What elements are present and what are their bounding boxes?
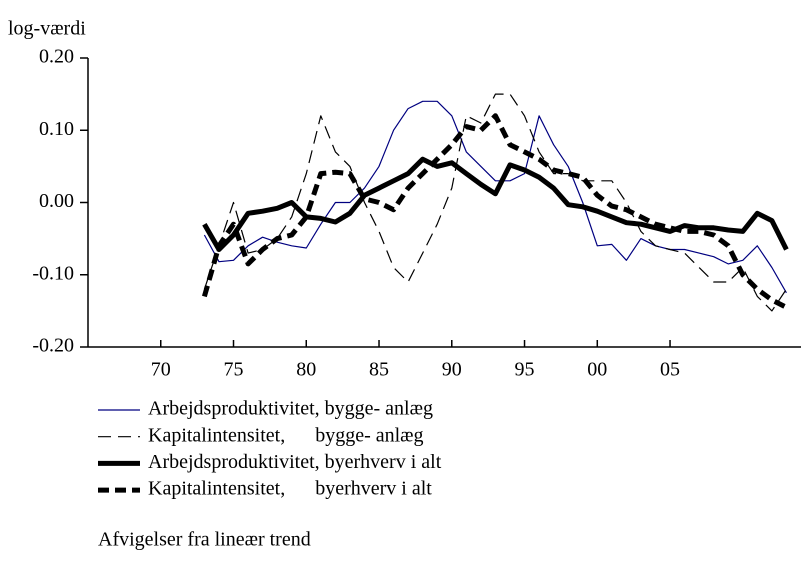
legend-label: Kapitalintensitet, byerhverv i alt xyxy=(148,478,432,500)
x-tick-label: 75 xyxy=(224,359,244,381)
series-line xyxy=(203,93,787,312)
y-tick-label: 0.20 xyxy=(39,46,74,68)
y-tick-label: 0.00 xyxy=(39,190,74,212)
x-tick-label: 90 xyxy=(442,359,462,381)
note: Afvigelser fra lineær trend xyxy=(98,529,311,551)
y-tick-label: -0.10 xyxy=(32,262,74,284)
legend-label: Arbejdsproduktivitet, bygge- anlæg xyxy=(148,398,433,420)
x-tick-label: 00 xyxy=(587,359,607,381)
series-line xyxy=(203,100,787,294)
x-tick-label: 95 xyxy=(515,359,535,381)
x-tick-label: 70 xyxy=(151,359,171,381)
legend-label: Kapitalintensitet, bygge- anlæg xyxy=(148,424,424,446)
x-tick-label: 85 xyxy=(369,359,389,381)
y-axis-label: log-værdi xyxy=(8,18,86,40)
series-line xyxy=(202,156,789,252)
x-tick-label: 05 xyxy=(660,359,680,381)
x-tick-label: 80 xyxy=(296,359,316,381)
legend-label: Arbejdsproduktivitet, byerhverv i alt xyxy=(148,451,442,473)
y-tick-label: 0.10 xyxy=(39,118,74,140)
series-line xyxy=(201,113,788,310)
y-tick-label: -0.20 xyxy=(32,335,74,357)
